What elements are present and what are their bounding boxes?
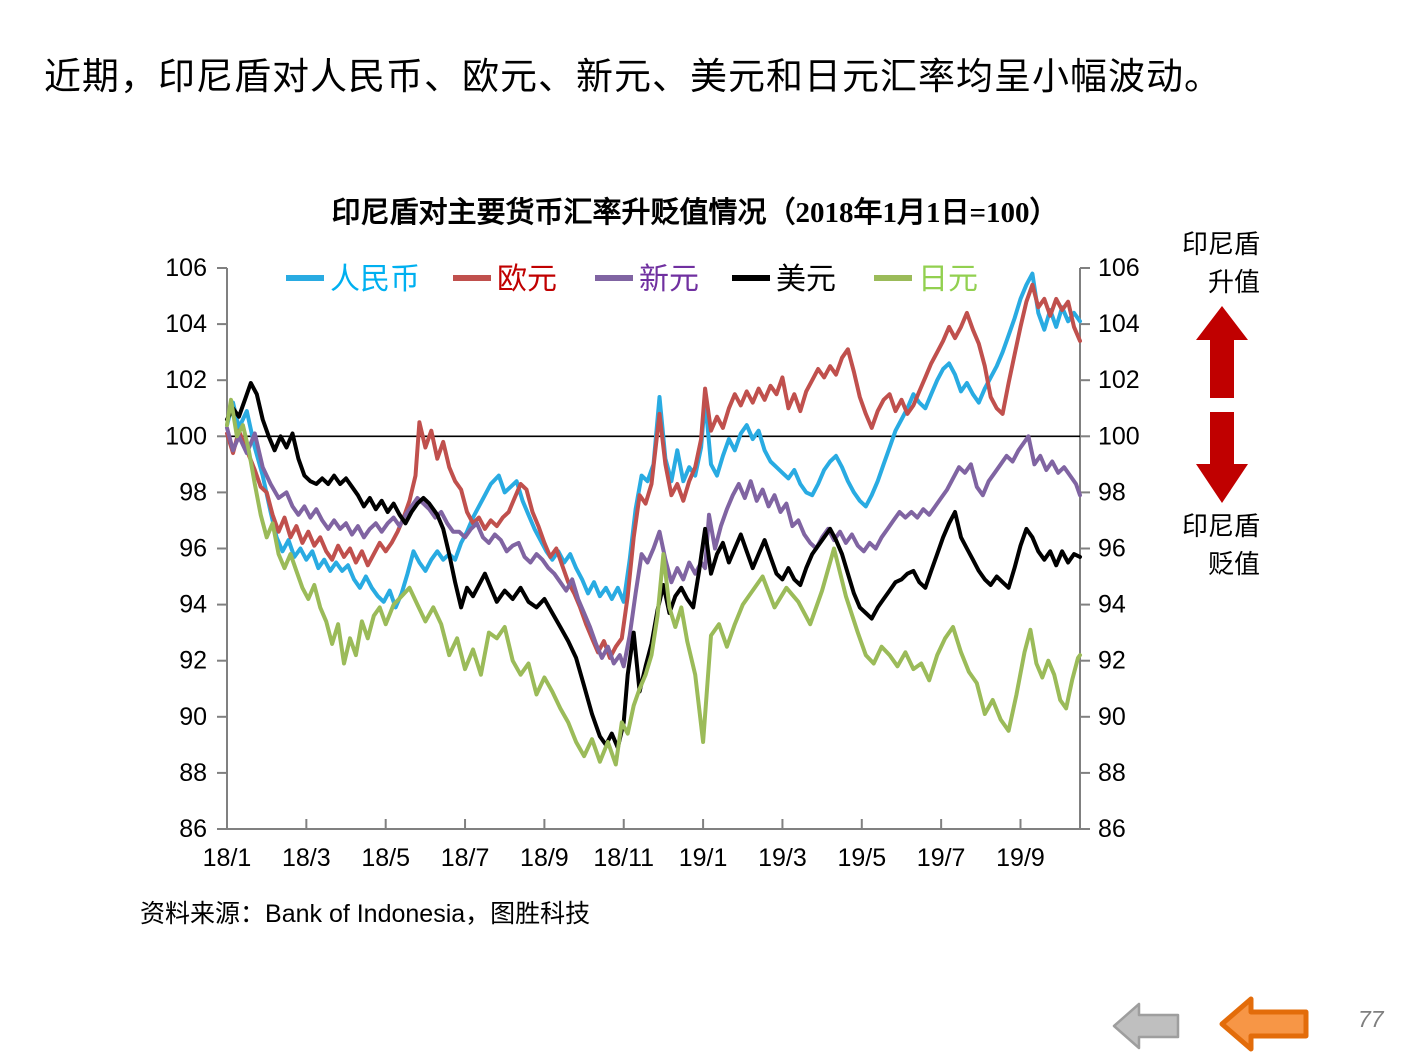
y-tick-label-right: 86 (1098, 815, 1126, 843)
up-arrow-icon (1196, 306, 1248, 398)
x-tick-label: 18/3 (282, 844, 331, 872)
down-arrow-icon (1196, 412, 1248, 503)
y-tick-label-right: 102 (1098, 366, 1140, 394)
slide-title: 近期，印尼盾对人民币、欧元、新元、美元和日元汇率均呈小幅波动。 (44, 57, 1222, 98)
x-tick-label: 18/5 (361, 844, 410, 872)
y-tick-label-right: 100 (1098, 422, 1140, 450)
y-tick-label-right: 90 (1098, 703, 1126, 731)
y-tick-label-right: 92 (1098, 647, 1126, 675)
appreciation-note-line2: 升值 (1207, 268, 1260, 297)
legend-label-sgd: 新元 (639, 263, 699, 296)
y-tick-label-left: 106 (165, 254, 207, 282)
x-tick-label: 18/9 (520, 844, 569, 872)
y-tick-label-right: 106 (1098, 254, 1140, 282)
series-line-eur (225, 282, 1082, 660)
legend-label-eur: 欧元 (497, 263, 557, 296)
legend-label-jpy: 日元 (918, 263, 978, 296)
appreciation-note-line1: 印尼盾 (1181, 230, 1260, 259)
y-tick-label-left: 98 (179, 478, 207, 506)
depreciation-note: 印尼盾 贬值 (1140, 508, 1260, 584)
y-tick-label-left: 102 (165, 366, 207, 394)
orange-left-arrow-icon (1219, 996, 1309, 1052)
depreciation-note-line1: 印尼盾 (1181, 512, 1260, 541)
chart-title: 印尼盾对主要货币汇率升贬值情况（2018年1月1日=100） (331, 197, 1059, 229)
x-tick-label: 19/7 (917, 844, 966, 872)
x-tick-label: 18/7 (441, 844, 490, 872)
y-tick-label-left: 94 (179, 591, 207, 619)
y-tick-label-right: 94 (1098, 591, 1126, 619)
y-tick-label-right: 104 (1098, 310, 1140, 338)
series-line-usd (225, 381, 1082, 750)
source-note: 资料来源：Bank of Indonesia，图胜科技 (140, 894, 590, 930)
x-tick-label: 19/1 (679, 844, 728, 872)
x-tick-label: 18/11 (593, 844, 654, 872)
series-line-sgd (225, 425, 1082, 669)
x-tick-label: 19/5 (837, 844, 886, 872)
appreciation-note: 印尼盾 升值 (1140, 226, 1260, 302)
legend-label-cny: 人民币 (330, 263, 420, 296)
x-tick-label: 18/1 (203, 844, 252, 872)
nav-back-button[interactable] (1112, 1002, 1180, 1053)
depreciation-note-line2: 贬值 (1207, 550, 1260, 579)
y-tick-label-right: 98 (1098, 478, 1126, 506)
source-prefix: 资料来源： (140, 901, 266, 928)
y-tick-label-left: 88 (179, 759, 207, 787)
x-tick-label: 19/3 (758, 844, 807, 872)
source-org: Bank of Indonesia (265, 900, 466, 928)
gray-left-arrow-shape (1112, 1002, 1180, 1050)
appreciate-depreciate-arrows (1196, 306, 1248, 503)
y-tick-label-left: 96 (179, 535, 207, 563)
legend-label-usd: 美元 (776, 263, 836, 296)
y-tick-label-right: 88 (1098, 759, 1126, 787)
x-tick-label: 19/9 (996, 844, 1045, 872)
y-tick-label-right: 96 (1098, 535, 1126, 563)
y-tick-label-left: 86 (179, 815, 207, 843)
page-number: 77 (1358, 1006, 1384, 1032)
y-tick-label-left: 90 (179, 703, 207, 731)
source-suffix: ，图胜科技 (465, 901, 591, 928)
nav-forward-button[interactable] (1219, 996, 1309, 1057)
y-tick-label-left: 104 (165, 310, 207, 338)
series-line-cny (225, 271, 1082, 610)
series-line-jpy (225, 397, 1082, 767)
y-tick-label-left: 100 (165, 422, 207, 450)
orange-left-arrow-shape (1219, 996, 1309, 1052)
exchange-rate-line-chart: 86 86 88 88 90 90 92 92 94 94 96 96 98 98 100 100 102 102… (165, 254, 1140, 872)
y-tick-label-left: 92 (179, 647, 207, 675)
gray-left-arrow-icon (1112, 1002, 1180, 1050)
